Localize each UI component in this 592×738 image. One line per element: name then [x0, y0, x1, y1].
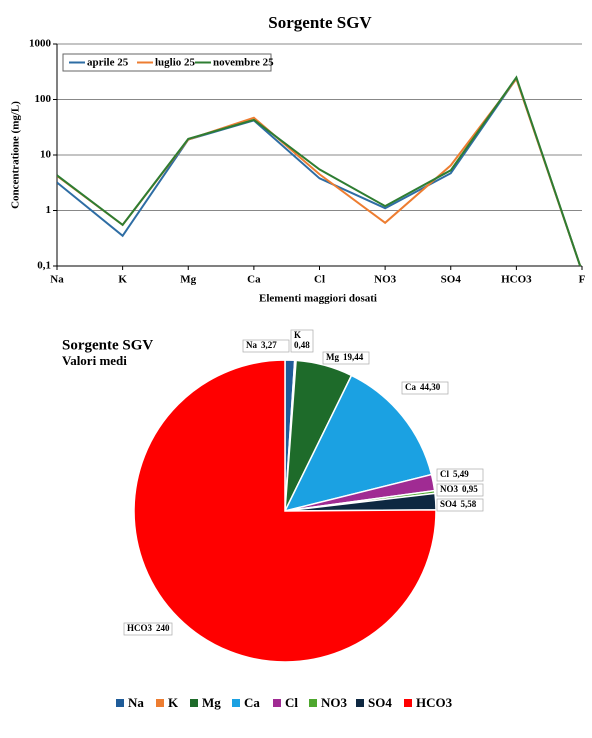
data-label-box [436, 498, 484, 512]
x-tick-label: Ca [247, 274, 261, 286]
x-tick-label: Mg [180, 274, 196, 286]
x-tick-label: K [118, 274, 127, 286]
x-tick-label: Na [50, 274, 64, 286]
data-label: Cl 5,49 [440, 469, 469, 479]
x-axis-label: Elementi maggiori dosati [259, 293, 377, 305]
legend-swatch [404, 699, 412, 707]
legend-swatch [116, 699, 124, 707]
label-category: NO3 [440, 484, 459, 494]
label-category: SO4 [440, 499, 457, 509]
legend-label: luglio 25 [155, 57, 196, 69]
data-label-box [401, 381, 449, 395]
legend-label: Mg [202, 695, 221, 710]
y-axis-label: Concentratione (mg/L) [10, 101, 22, 209]
legend-swatch [309, 699, 317, 707]
pie-slice [133, 359, 437, 663]
y-tick-label: 1 [46, 204, 52, 216]
x-tick-label: SO4 [441, 274, 462, 286]
label-category: K [294, 330, 301, 340]
line-title: Sorgente SGV [268, 13, 372, 32]
data-label: K 0,48 [294, 330, 310, 350]
label-value: 44,30 [420, 382, 441, 392]
label-category: HCO3 [127, 623, 153, 633]
legend-swatch [156, 699, 164, 707]
label-category: Mg [326, 352, 339, 362]
y-tick-label: 100 [35, 93, 52, 105]
legend-swatch [232, 699, 240, 707]
x-tick-label: NO3 [374, 274, 397, 286]
data-label: SO4 5,58 [440, 499, 477, 509]
pie-title: Sorgente SGV [62, 337, 153, 353]
data-label-box [242, 339, 290, 353]
legend-label: NO3 [321, 695, 348, 710]
data-label-box [322, 351, 370, 365]
data-label: NO3 0,95 [440, 484, 478, 494]
y-tick-label: 10 [40, 149, 52, 161]
data-label: Ca 44,30 [405, 382, 441, 392]
label-category: Ca [405, 382, 416, 392]
data-label: Na 3,27 [246, 340, 277, 350]
label-value: 240 [156, 623, 170, 633]
legend-label: Ca [244, 695, 260, 710]
pie-slice [283, 374, 433, 513]
label-value: 19,44 [343, 352, 364, 362]
label-value: 5,49 [453, 469, 469, 479]
data-label-box [123, 622, 173, 636]
x-tick-label: F [579, 274, 586, 286]
pie-subtitle: Valori medi [62, 353, 127, 368]
data-label: Mg 19,44 [326, 352, 364, 362]
legend-swatch [273, 699, 281, 707]
data-label-box [436, 468, 484, 482]
label-value: 0,48 [294, 340, 310, 350]
legend-swatch [356, 699, 364, 707]
data-label-box [290, 329, 314, 353]
label-category: Cl [440, 469, 449, 479]
data-label-box [436, 483, 484, 497]
legend-box [62, 53, 272, 72]
legend-label: Na [128, 695, 144, 710]
y-tick-label: 1000 [29, 38, 52, 50]
data-label: HCO3 240 [127, 623, 170, 633]
label-value: 3,27 [261, 340, 277, 350]
legend-label: novembre 25 [213, 57, 274, 69]
legend-label: K [168, 695, 179, 710]
legend-label: HCO3 [416, 695, 453, 710]
x-tick-label: Cl [314, 274, 325, 286]
legend-label: SO4 [368, 695, 392, 710]
legend-label: Cl [285, 695, 298, 710]
data-line [57, 75, 582, 266]
y-tick-label: 0,1 [37, 260, 51, 272]
label-value: 0,95 [462, 484, 478, 494]
legend-label: aprile 25 [87, 57, 129, 69]
legend-swatch [190, 699, 198, 707]
plot-lines [57, 75, 582, 266]
label-value: 5,58 [461, 499, 477, 509]
x-tick-label: HCO3 [501, 274, 532, 286]
label-category: Na [246, 340, 257, 350]
